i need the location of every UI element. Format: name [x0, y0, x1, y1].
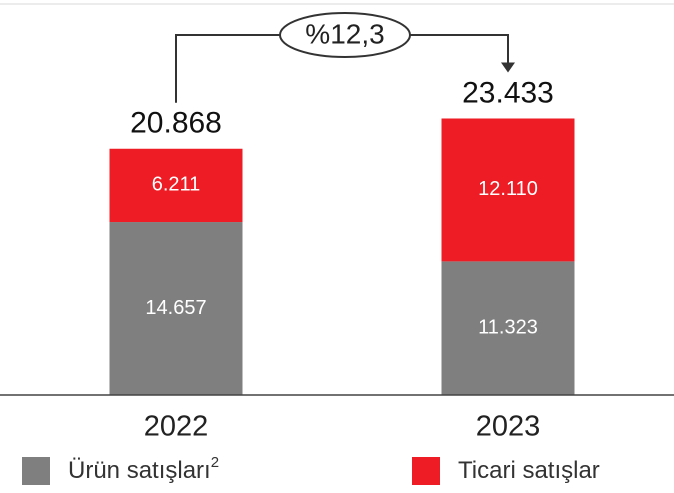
bar-segment	[109, 222, 243, 395]
legend-label: Ürün satışları2	[68, 454, 219, 484]
value-label: 11.323	[478, 316, 538, 338]
legend-name: Ticari satışlar	[458, 457, 600, 484]
legend-label: Ticari satışlar	[458, 457, 600, 484]
total-label: 23.433	[462, 76, 554, 109]
value-label: 12.110	[478, 178, 538, 200]
legend-swatch	[22, 457, 50, 485]
bar-segment	[441, 261, 575, 395]
legend-name: Ürün satışları	[68, 457, 211, 484]
value-label: 6.211	[152, 174, 201, 196]
bar-segment	[441, 118, 575, 262]
legend-swatch	[412, 457, 440, 485]
annotation-bracket	[175, 34, 509, 103]
value-label: 14.657	[145, 297, 206, 319]
annotation-arrowhead	[501, 62, 515, 73]
x-tick-label: 2022	[144, 411, 209, 443]
legend-superscript: 2	[211, 454, 219, 471]
bar-segment	[109, 148, 243, 223]
x-tick-label: 2023	[476, 411, 541, 443]
total-label: 20.868	[130, 107, 222, 140]
annotation: %12,3	[305, 18, 384, 49]
annotation-ellipse	[279, 12, 411, 58]
